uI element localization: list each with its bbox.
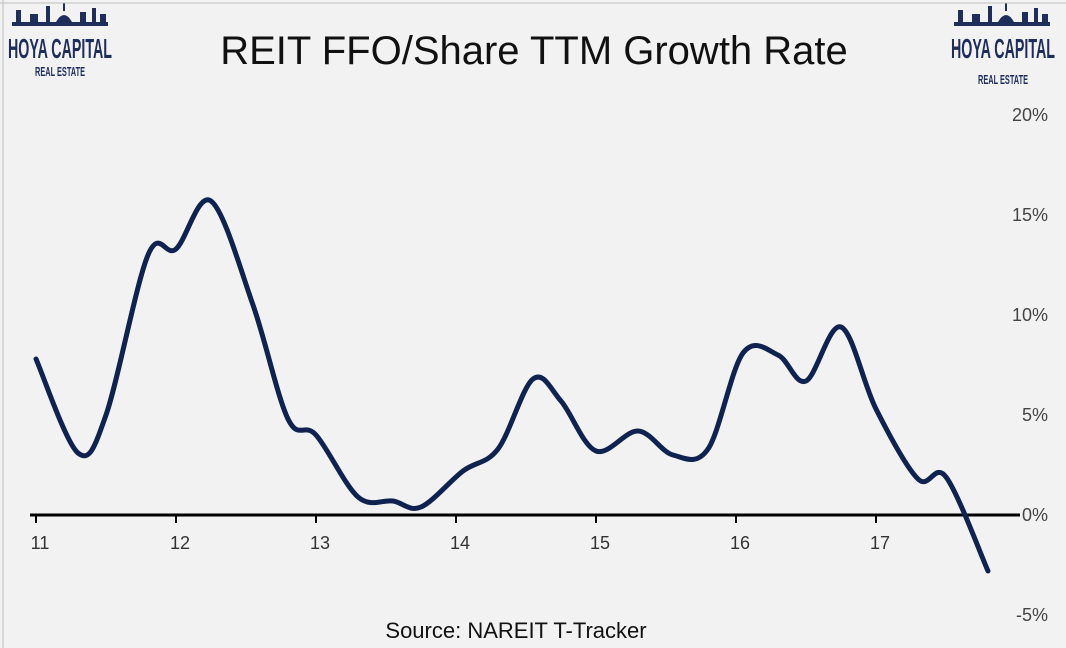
x-axis: 11 12 13 14 15 16 17 [30,513,1020,553]
logo-left-main: HOYA CAPITAL [8,33,112,64]
y-tick-label: 10% [1012,305,1048,325]
series-line-0 [33,197,991,574]
x-tick-label: 17 [870,533,890,553]
logo-left: HOYA CAPITAL REAL ESTATE [8,3,112,79]
y-axis: 20% 15% 10% 5% 0% -5% [1012,105,1048,625]
logo-right: HOYA CAPITAL REAL ESTATE [951,3,1055,87]
x-tick-label: 16 [730,533,750,553]
y-tick-label: -5% [1016,605,1048,625]
x-tick-label: 13 [310,533,330,553]
skyline-icon [12,3,108,26]
source-note: Source: NAREIT T-Tracker [385,618,646,643]
x-tick-label: 15 [590,533,610,553]
logo-right-main: HOYA CAPITAL [951,33,1055,64]
logo-left-sub: REAL ESTATE [35,64,85,79]
skyline-icon [954,3,1050,26]
x-tick-label: 11 [31,533,50,553]
chart-title: REIT FFO/Share TTM Growth Rate [220,29,848,73]
x-tick-label: 12 [170,533,190,553]
y-tick-label: 15% [1012,205,1048,225]
logo-right-sub: REAL ESTATE [978,72,1028,87]
y-tick-label: 20% [1012,105,1048,125]
x-tick-label: 14 [450,533,470,553]
series-layer [33,197,991,574]
y-tick-label: 0% [1022,505,1048,525]
y-tick-label: 5% [1022,405,1048,425]
